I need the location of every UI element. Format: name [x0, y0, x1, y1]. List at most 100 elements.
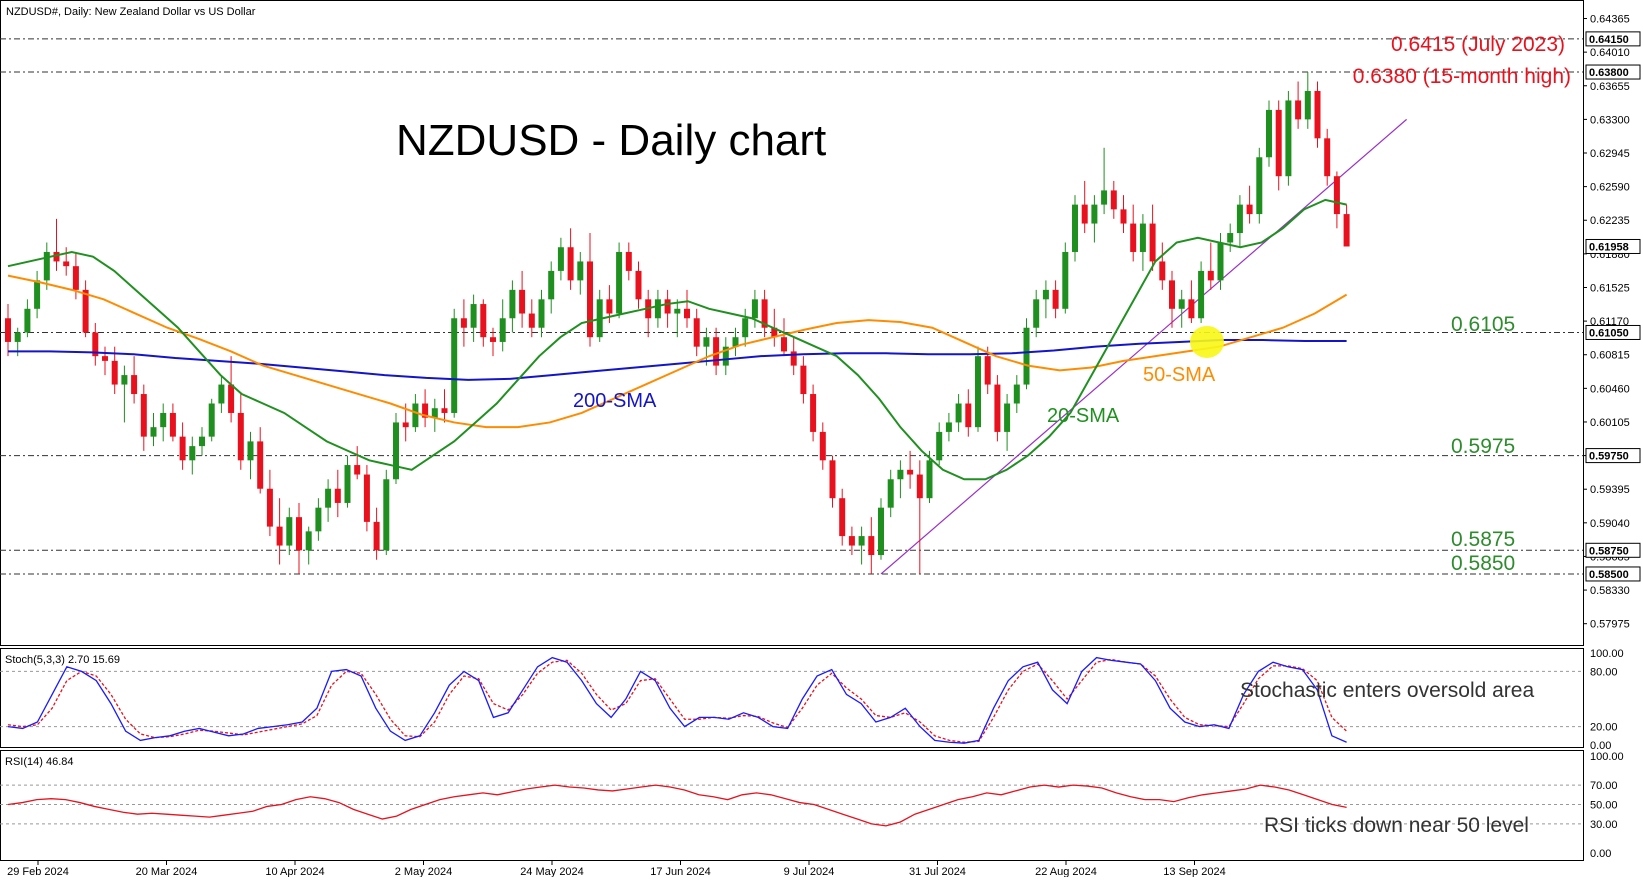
- candle-body: [858, 536, 865, 546]
- price-tag-box: [1585, 324, 1641, 340]
- candle-body: [955, 403, 962, 423]
- price-tick-label: 0.62235: [1590, 215, 1630, 227]
- price-tick-label: 0.58330: [1590, 585, 1630, 597]
- candle-body: [1236, 204, 1243, 234]
- candle-body: [868, 536, 875, 556]
- candle-body: [557, 247, 564, 271]
- candle-body: [237, 412, 244, 461]
- candle-body: [402, 422, 409, 428]
- stoch-tick-label: 20.00: [1590, 722, 1618, 734]
- candle-body: [169, 412, 176, 437]
- candle-body: [422, 403, 429, 418]
- candle-body: [1159, 261, 1166, 281]
- candle-body: [548, 270, 555, 300]
- candle-body: [441, 408, 448, 413]
- rsi-tick-label: 100.00: [1590, 751, 1624, 763]
- candle-body: [199, 436, 205, 447]
- candle-body: [790, 351, 797, 366]
- candle-body: [587, 261, 593, 338]
- price-tag-box: [1585, 64, 1641, 80]
- rsi-label: RSI(14) 46.84: [5, 756, 73, 768]
- candle-body: [160, 412, 167, 428]
- candle-body: [276, 526, 283, 546]
- candle-body: [1304, 90, 1311, 120]
- candle-body: [781, 337, 787, 352]
- price-tag-label: 0.59750: [1589, 451, 1629, 463]
- candle-body: [5, 318, 11, 342]
- candle-body: [1227, 233, 1234, 243]
- candle-body: [1324, 138, 1331, 177]
- main-panel-frame: [0, 0, 1584, 646]
- price-tick-label: 0.59395: [1590, 484, 1630, 496]
- price-tag-box: [1585, 448, 1641, 464]
- candle-body: [897, 469, 904, 480]
- rsi-tick-label: 50.00: [1590, 800, 1618, 812]
- candle-body: [228, 384, 235, 413]
- candle-body: [1072, 204, 1078, 252]
- candle-body: [53, 251, 60, 262]
- level-label-0-6105: 0.6105: [1451, 313, 1515, 336]
- candle-body: [1004, 403, 1011, 432]
- candle-body: [664, 299, 671, 314]
- candle-body: [218, 384, 225, 404]
- candle-body: [684, 308, 690, 319]
- candle-body: [451, 318, 458, 413]
- candle-body: [800, 365, 807, 395]
- candle-body: [480, 304, 487, 338]
- price-tick-label: 0.57975: [1590, 619, 1630, 631]
- price-tick-label: 0.59040: [1590, 518, 1630, 530]
- candle-body: [1285, 100, 1292, 177]
- candle-body: [732, 337, 739, 347]
- candle-body: [354, 465, 361, 475]
- candle-body: [431, 408, 438, 418]
- candle-body: [984, 356, 991, 385]
- candle-body: [1130, 223, 1137, 252]
- candle-body: [296, 517, 302, 551]
- candle-body: [878, 507, 884, 556]
- sma50-label: 50-SMA: [1143, 364, 1216, 386]
- candle-body: [965, 403, 972, 428]
- stoch-note: Stochastic enters oversold area: [1240, 679, 1534, 702]
- candle-body: [1033, 299, 1040, 328]
- candle-body: [742, 318, 749, 338]
- candle-body: [102, 356, 108, 361]
- candle-body: [111, 360, 118, 385]
- price-tag-label: 0.58750: [1589, 545, 1629, 557]
- rsi-tick-label: 30.00: [1590, 819, 1618, 831]
- candle-body: [363, 474, 370, 522]
- candle-body: [247, 441, 254, 461]
- candle-body: [606, 299, 613, 314]
- candle-body: [305, 531, 312, 551]
- candle-body: [907, 469, 914, 475]
- candle-body: [945, 422, 952, 432]
- candle-body: [150, 427, 157, 437]
- candle-body: [1013, 384, 1020, 404]
- sma200-line: [8, 339, 1347, 381]
- candle-body: [1110, 190, 1117, 210]
- price-tick-label: 0.60460: [1590, 383, 1630, 395]
- candle-body: [703, 337, 710, 347]
- price-tick-label: 0.62945: [1590, 148, 1630, 160]
- candle-body: [567, 247, 574, 281]
- candle-body: [266, 488, 273, 527]
- level-label-0-5975: 0.5975: [1451, 435, 1515, 458]
- date-label: 10 Apr 2024: [265, 866, 324, 877]
- candle-body: [383, 479, 390, 551]
- price-tick-label: 0.62590: [1590, 182, 1630, 194]
- candle-body: [1333, 176, 1340, 215]
- candle-body: [577, 261, 584, 281]
- candle-body: [1295, 100, 1302, 120]
- price-tag-label: 0.58500: [1589, 569, 1629, 581]
- candle-body: [325, 488, 332, 508]
- candle-body: [1198, 270, 1205, 319]
- price-tick-label: 0.60815: [1590, 350, 1630, 362]
- chart-title: NZDUSD - Daily chart: [396, 116, 826, 165]
- price-tick-label: 0.61525: [1590, 282, 1630, 294]
- date-label: 20 Mar 2024: [136, 866, 198, 877]
- candle-body: [519, 289, 526, 314]
- sma50-line: [7, 274, 1348, 429]
- price-tick-label: 0.64365: [1590, 14, 1630, 26]
- candle-body: [1266, 109, 1272, 158]
